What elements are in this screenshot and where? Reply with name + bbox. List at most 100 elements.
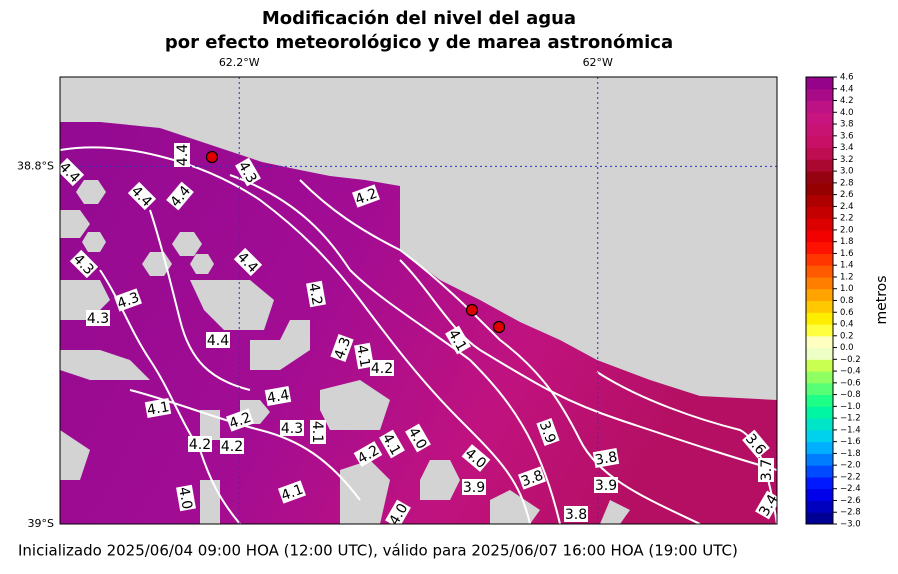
contour-label-text: 4.2 [353,186,379,209]
colorbar-segment [806,300,833,313]
contour-label-text: 3.9 [463,480,485,496]
contour-label-text: 4.4 [175,144,191,166]
colorbar-segment [806,147,833,160]
colorbar-segment [806,324,833,337]
contour-label-text: 4.2 [227,410,253,433]
contour-label: 3.7 [758,458,775,482]
contour-label-bg [127,181,157,211]
colorbar-tick-label: 1.2 [840,272,854,282]
contour-label: 4.1 [277,480,307,504]
contour-lines [60,146,777,524]
contour-label-text: 4.1 [309,421,325,443]
contour-label: 4.2 [351,184,381,209]
stations [205,150,506,334]
contour-label-bg [330,333,354,363]
contour-label-text: 4.4 [266,387,291,407]
colorbar-segment [806,182,833,196]
contour-label: 4.3 [330,333,354,363]
colorbar-tick-label: 4.4 [840,84,854,94]
contour-label-bg [176,484,196,512]
colorbar-segment [806,418,833,431]
contour-label-text: 4.2 [305,282,325,307]
colorbar-segment [806,512,833,525]
colorbar-tick-label: 2.0 [840,225,854,235]
colorbar-segment [806,476,833,490]
colorbar-segment [806,88,833,102]
colorbar-tick-label: 1.6 [840,249,854,259]
colorbar-segment [806,394,833,407]
colorbar-tick-label: 3.4 [840,143,854,153]
contour-label-bg [594,477,618,493]
contour-label-bg [462,479,486,495]
contour-label-text: 3.8 [565,507,587,523]
contour-label-text: 3.9 [595,478,617,494]
colorbar-segment [806,276,833,290]
contour-label-text: 4.2 [189,437,211,453]
colorbar-tick-label: 0.2 [840,331,854,341]
map: 4.44.34.24.44.4 4.44.44.34.24.34.34.4 4.14… [60,77,777,524]
colorbar-tick-label: −2.0 [840,461,861,471]
colorbar-tick-label: 2.6 [840,190,854,200]
contour-label-bg [405,423,431,453]
contour-label: 3.9 [594,477,618,494]
contour-label-text: 4.3 [115,290,141,313]
colorbar-tick-label: 0.8 [840,296,854,306]
contour-label: 4.2 [305,280,326,308]
colorbar-segment [806,406,833,419]
contour-label-bg [310,420,326,444]
colorbar-tick-label: −1.6 [840,437,861,447]
contour-label-bg [166,181,194,211]
contour-label: 4.3 [86,310,110,327]
contour-label-bg [235,157,261,187]
station [205,150,219,164]
colorbar-tick-label: −3.0 [840,520,861,530]
contour-label-bg [113,288,143,312]
contour-label-bg [370,360,394,376]
colorbar-tick-label: 2.2 [840,214,854,224]
colorbar-segment [806,112,833,125]
contour-label: 4.3 [280,420,304,437]
colorbar-segment [806,206,833,219]
colorbar-segment [806,124,833,137]
colorbar-segment [806,371,833,384]
colorbar-segment [806,359,833,372]
colorbar-segment [806,441,833,454]
contour-label-bg [69,249,99,279]
colorbar-tick-label: −0.2 [840,355,861,365]
contour-label: 4.4 [264,386,292,407]
colorbar-tick-label: 3.2 [840,155,854,165]
contour-label-text: 4.1 [353,344,373,369]
contour-label-bg [277,480,307,504]
contour-label-bg [445,325,471,355]
colorbar-tick-label: −1.2 [840,414,861,424]
colorbar-segment [806,265,833,278]
subtitle: por efecto meteorológico y de marea astr… [165,32,673,53]
contour-label-bg [206,332,230,348]
colorbar-segment [806,171,833,184]
colorbar-tick-label: 1.0 [840,284,854,294]
contour-label-text: 4.0 [175,486,195,511]
contour-label: 3.9 [536,417,560,447]
contour-label-bg [592,448,620,468]
contour-label-bg [461,444,491,472]
station [465,303,479,317]
contour-label-bg [758,458,774,482]
contour-label: 4.4 [174,143,191,167]
contour-label: 4.2 [370,360,394,377]
colorbar-tick-label: 3.0 [840,167,854,177]
colorbar: −3.0 −2.8 −2.6 −2.4 −2.2−2.0 −1.8 −1.6 −1.4−1.2… [806,73,861,530]
colorbar-segment [806,312,833,325]
contour-label-bg [353,441,383,467]
contour-label-text: 3.7 [759,459,775,481]
colorbar-tick-label: −0.4 [840,367,861,377]
colorbar-tick-label: 0.6 [840,308,854,318]
colorbar-tick-label: 3.8 [840,120,854,130]
colorbar-segment [806,194,833,207]
map-frame [59,76,778,525]
colorbar-tick-label: 0.0 [840,343,854,353]
contour-label: 4.1 [353,342,374,370]
contour-label-bg [385,499,411,524]
colorbar-segment [806,288,833,301]
contour-labels: 4.44.34.24.44.4 4.44.44.34.24.34.34.4 4.14… [60,143,777,524]
contour-label-text: 3.9 [536,419,559,445]
